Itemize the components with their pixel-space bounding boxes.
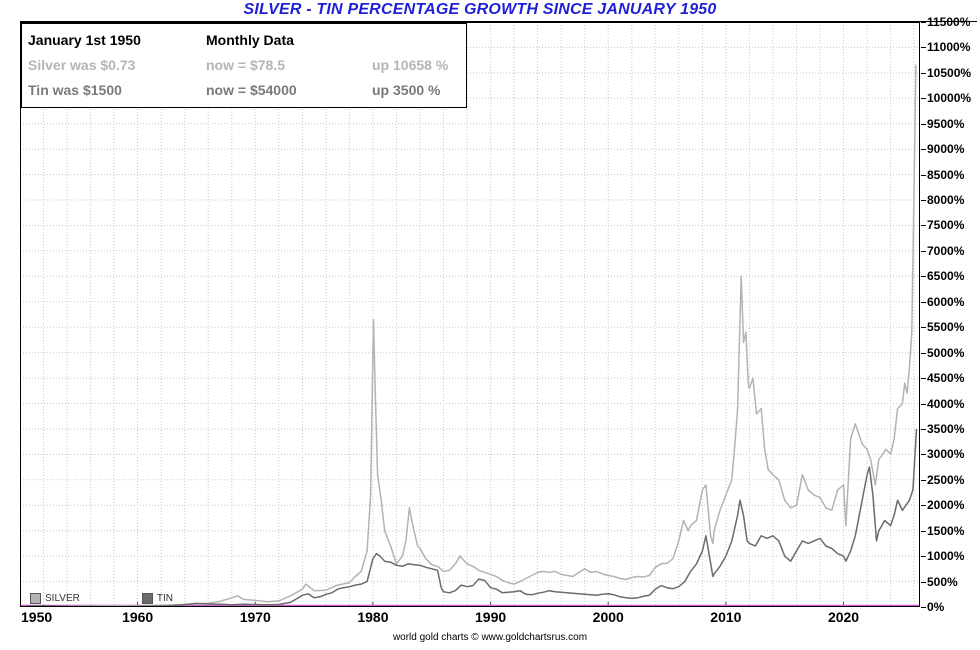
y-axis-label: 3500% (921, 422, 979, 436)
y-axis-label: 9000% (921, 142, 979, 156)
top-rule (20, 21, 977, 22)
y-axis-label: 11000% (921, 40, 979, 54)
y-axis-label: 4000% (921, 397, 979, 411)
info-silver-was: Silver was $0.73 (28, 56, 136, 73)
series-legend: SILVER TIN (30, 593, 173, 604)
legend-item-silver: SILVER (30, 593, 80, 604)
y-axis-label: 9500% (921, 117, 979, 131)
tin-legend-label: TIN (156, 593, 173, 604)
y-axis-label: 8000% (921, 193, 979, 207)
x-axis-label: 1990 (475, 609, 507, 625)
info-data-label: Monthly Data (206, 31, 294, 48)
y-axis-label: 0% (921, 600, 979, 614)
y-axis-label: 11500% (921, 15, 979, 29)
silver-legend-label: SILVER (45, 593, 80, 604)
info-date-label: January 1st 1950 (28, 31, 141, 48)
y-axis-label: 6500% (921, 269, 979, 283)
y-axis-label: 1500% (921, 524, 979, 538)
y-axis-label: 7500% (921, 218, 979, 232)
info-silver-up: up 10658 % (372, 56, 449, 73)
y-axis-label: 6000% (921, 295, 979, 309)
chart-title: SILVER - TIN PERCENTAGE GROWTH SINCE JAN… (243, 1, 717, 18)
y-axis-label: 500% (921, 575, 979, 589)
x-axis-label: 1970 (239, 609, 271, 625)
info-box: January 1st 1950 Monthly Data Silver was… (21, 23, 467, 108)
silver-legend-swatch (30, 593, 41, 604)
y-axis-label: 1000% (921, 549, 979, 563)
y-axis-label: 7000% (921, 244, 979, 258)
footer-credit: world gold charts © www.goldchartsrus.co… (392, 632, 588, 643)
y-axis-label: 3000% (921, 447, 979, 461)
plot-area (20, 22, 920, 607)
x-axis-label: 1980 (357, 609, 389, 625)
y-axis-label: 10500% (921, 66, 979, 80)
y-axis-label: 5500% (921, 320, 979, 334)
info-silver-now: now = $78.5 (206, 56, 285, 73)
y-axis-label: 2500% (921, 473, 979, 487)
info-tin-was: Tin was $1500 (28, 81, 122, 98)
legend-item-tin: TIN (141, 593, 173, 604)
x-axis-label: 2000 (592, 609, 624, 625)
y-axis-label: 5000% (921, 346, 979, 360)
x-axis-label: 1960 (122, 609, 154, 625)
y-axis-label: 4500% (921, 371, 979, 385)
plot-canvas (20, 22, 920, 607)
y-axis-label: 10000% (921, 91, 979, 105)
y-axis-label: 8500% (921, 168, 979, 182)
info-tin-up: up 3500 % (372, 81, 441, 98)
x-axis-label: 2020 (827, 609, 860, 625)
y-axis-label: 2000% (921, 498, 979, 512)
x-axis-label: 2010 (710, 609, 742, 625)
info-tin-now: now = $54000 (206, 81, 297, 98)
tin-legend-swatch (141, 593, 153, 604)
x-axis-label: 1950 (21, 609, 53, 625)
